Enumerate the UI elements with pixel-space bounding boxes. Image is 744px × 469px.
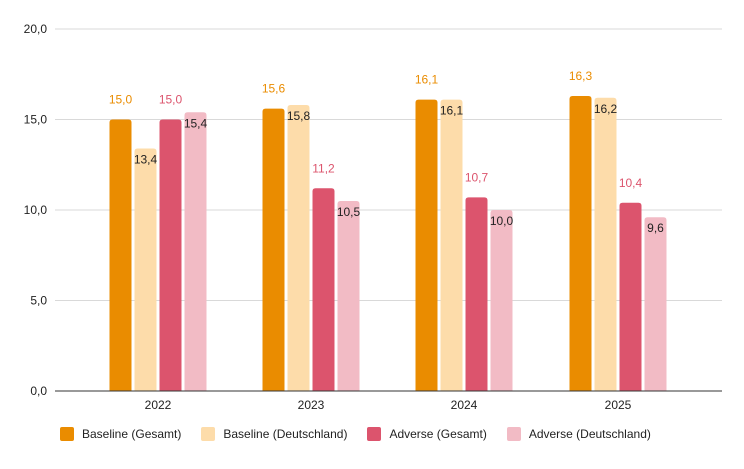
y-tick-label: 15,0 [24,113,48,127]
data-label: 10,7 [465,170,489,184]
legend-label: Adverse (Gesamt) [389,427,487,441]
legend-swatch [506,427,521,441]
data-label: 13,4 [134,152,158,166]
legend-item: Baseline (Gesamt) [60,427,181,441]
y-tick-label: 10,0 [24,203,48,217]
bar [159,119,182,391]
y-tick-label: 5,0 [30,294,47,308]
data-label: 16,1 [440,104,464,118]
legend-swatch [367,427,382,441]
y-tick-label: 0,0 [30,384,47,398]
data-label: 10,4 [619,176,643,190]
x-axis-tick-labels: 2022 2023 2024 2025 [145,398,632,412]
data-label: 15,8 [287,109,311,123]
bar [569,95,592,391]
bar [415,99,438,391]
bar [184,112,207,391]
data-label: 16,2 [594,102,618,116]
data-label: 15,4 [184,116,208,130]
data-label: 15,0 [159,93,183,107]
bar [440,99,463,391]
bar [109,119,132,391]
bar [465,197,488,391]
y-axis-tick-labels: 0,0 5,0 10,0 15,0 20,0 [24,22,48,398]
bar [262,108,285,391]
data-label: 10,5 [337,205,361,219]
data-label: 16,3 [569,69,593,83]
data-label: 15,0 [109,93,133,107]
bars [109,95,667,392]
y-tick-label: 20,0 [24,22,48,36]
legend-label: Baseline (Deutschland) [223,427,348,441]
x-tick-label: 2022 [145,398,172,412]
data-label: 11,2 [312,161,335,175]
bar [490,210,513,391]
bar [594,97,617,391]
bar [312,188,335,391]
legend-item: Baseline (Deutschland) [201,427,347,441]
legend-swatch [60,427,74,441]
legend-item: Adverse (Gesamt) [367,427,487,441]
data-label: 10,0 [490,214,514,228]
legend-item: Adverse (Deutschland) [506,427,651,441]
bar [644,217,667,391]
bar [619,202,642,391]
x-tick-label: 2024 [451,398,478,412]
legend-label: Adverse (Deutschland) [528,427,651,441]
bar [337,200,360,391]
data-label: 9,6 [647,221,664,235]
legend-label: Baseline (Gesamt) [82,427,182,441]
data-label: 15,6 [262,82,286,96]
legend-swatch [201,427,216,441]
bar [287,105,310,392]
legend: Baseline (Gesamt) Baseline (Deutschland) A… [60,424,671,444]
x-tick-label: 2023 [298,398,325,412]
data-label: 16,1 [415,73,439,87]
x-tick-label: 2025 [605,398,632,412]
bar [134,148,157,391]
data-labels: 15,0 15,6 16,1 16,3 13,4 15,8 16,1 16,2 15,0 11,2… [109,69,664,235]
